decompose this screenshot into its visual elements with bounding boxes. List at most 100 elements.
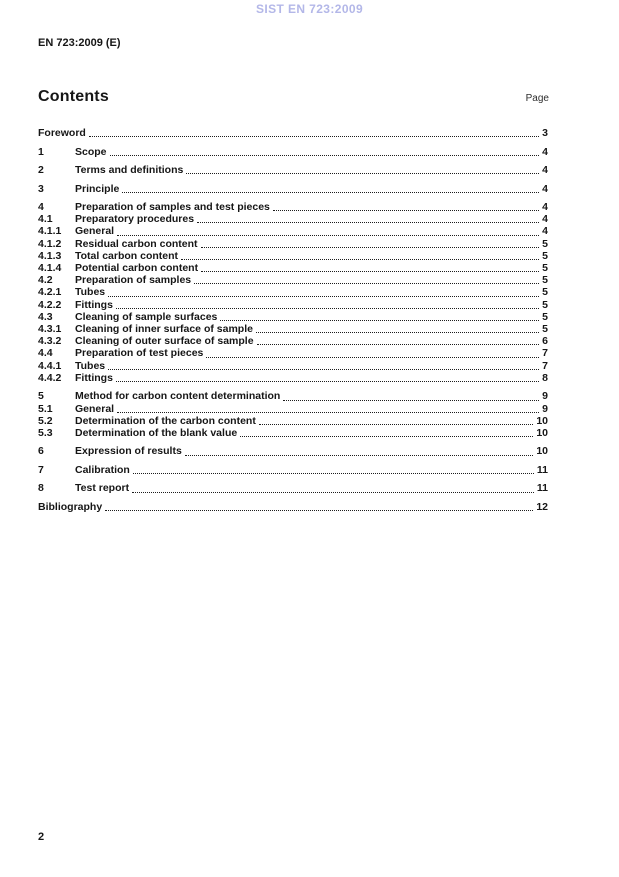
toc-entry-number: 4 <box>38 201 44 213</box>
toc-leader-dots <box>200 246 540 248</box>
toc-row: 4.3.2 Cleaning of outer surface of sample… <box>38 335 548 347</box>
toc-leader-dots <box>117 411 540 413</box>
toc-entry-number: 4.4.2 <box>38 371 62 384</box>
toc-row: 5 Method for carbon content determination… <box>38 390 548 402</box>
toc-entry-number: 4.2.2 <box>38 298 62 311</box>
toc-row: 5.2 Determination of the carbon content 10 <box>38 415 548 427</box>
toc-row: 4.4.2 Fittings 8 <box>38 372 548 384</box>
toc-entry-page: 4 <box>542 225 548 238</box>
toc-entry-page: 3 <box>542 127 548 139</box>
toc-entry-page: 10 <box>536 426 548 439</box>
toc-entry-page: 5 <box>542 323 548 336</box>
toc-leader-dots <box>240 436 534 438</box>
toc-leader-dots <box>194 283 540 285</box>
toc-row: 4.1.1 General 4 <box>38 225 548 237</box>
toc-row: 4.3.1 Cleaning of inner surface of sample… <box>38 323 548 335</box>
toc-leader-dots <box>122 191 540 193</box>
toc-entry-title: Foreword <box>38 127 86 139</box>
toc-row: 4.4.1 Tubes 7 <box>38 360 548 372</box>
toc-entry-page: 11 <box>536 482 548 495</box>
page-column-label: Page <box>525 93 549 104</box>
toc-entry-title: Preparation of test pieces <box>75 347 204 360</box>
toc-row: 4.1.2 Residual carbon content 5 <box>38 238 548 250</box>
toc-entry-page: 4 <box>542 201 548 213</box>
toc-entry-title: Cleaning of sample surfaces <box>75 310 218 323</box>
contents-title: Contents <box>38 88 109 105</box>
toc-leader-dots <box>283 399 540 401</box>
toc-entry-number: 4.4 <box>38 347 53 360</box>
toc-leader-dots <box>115 307 540 309</box>
toc-row: 5.1 General 9 <box>38 403 548 415</box>
toc-leader-dots <box>132 473 534 475</box>
toc-entry-page: 5 <box>542 262 548 275</box>
page-number-footer: 2 <box>38 831 45 843</box>
toc-entry-title: Preparatory procedures <box>75 213 195 226</box>
toc-entry-number: 4.1.3 <box>38 249 62 262</box>
toc-leader-dots <box>181 259 540 261</box>
toc-entry-title: Method for carbon content determination <box>75 390 281 403</box>
toc-leader-dots <box>117 234 540 236</box>
toc-entry-page: 5 <box>542 310 548 323</box>
toc-entry-title: Fittings <box>75 298 113 311</box>
toc-entry-page: 4 <box>542 182 548 195</box>
toc-row: 8 Test report 11 <box>38 482 548 494</box>
toc-row: 7 Calibration 11 <box>38 464 548 476</box>
toc-entry-number: 4.3.2 <box>38 335 62 348</box>
toc-leader-dots <box>206 356 540 358</box>
toc-entry-page: 8 <box>542 371 548 384</box>
toc-row: Foreword 3 <box>38 127 548 139</box>
toc-entry-title: Fittings <box>75 371 113 384</box>
toc-entry-page: 9 <box>542 390 548 403</box>
toc-entry-page: 11 <box>536 463 548 476</box>
toc-entry-title: Cleaning of outer surface of sample <box>75 335 254 348</box>
toc-row: 3 Principle 4 <box>38 183 548 195</box>
toc-entry-title: Tubes <box>75 286 106 299</box>
toc-entry-title: General <box>75 225 115 238</box>
toc-leader-dots <box>105 510 534 512</box>
toc-entry-title: Calibration <box>75 463 130 476</box>
toc-entry-title: Cleaning of inner surface of sample <box>75 323 253 336</box>
toc-entry-title: Determination of the carbon content <box>75 414 256 427</box>
toc-leader-dots <box>197 222 540 224</box>
toc-entry-title: Residual carbon content <box>75 237 198 250</box>
toc-entry-number: 2 <box>38 164 44 176</box>
toc-leader-dots <box>108 295 540 297</box>
toc-entry-number: 4.3.1 <box>38 323 62 336</box>
toc-row: Bibliography 12 <box>38 501 548 513</box>
toc-leader-dots <box>201 271 540 273</box>
toc-entry-page: 5 <box>542 286 548 299</box>
toc-entry-number: 3 <box>38 182 44 195</box>
toc-entry-page: 5 <box>542 274 548 287</box>
contents-header: Contents Page <box>38 88 549 106</box>
toc-row: 4.3 Cleaning of sample surfaces 5 <box>38 311 548 323</box>
toc-entry-page: 10 <box>536 414 548 427</box>
toc-leader-dots <box>132 491 534 493</box>
toc-row: 4.1.3 Total carbon content 5 <box>38 250 548 262</box>
toc-entry-number: 4.3 <box>38 310 53 323</box>
toc-entry-title: Terms and definitions <box>75 164 184 176</box>
toc-entry-page: 4 <box>542 164 548 176</box>
toc-entry-page: 9 <box>542 402 548 415</box>
toc-leader-dots <box>108 368 540 370</box>
toc-entry-page: 5 <box>542 249 548 262</box>
toc-row: 4.1 Preparatory procedures 4 <box>38 213 548 225</box>
toc-list: Foreword 3 1 Scope 4 2 Terms and definitions 4 3… <box>38 127 548 513</box>
toc-row: 6 Expression of results 10 <box>38 445 548 457</box>
watermark-header: SIST EN 723:2009 <box>255 2 364 16</box>
toc-entry-number: 4.1.4 <box>38 262 62 275</box>
toc-row: 2 Terms and definitions 4 <box>38 164 548 176</box>
toc-row: 1 Scope 4 <box>38 146 548 158</box>
toc-leader-dots <box>109 154 540 156</box>
toc-row: 4.1.4 Potential carbon content 5 <box>38 262 548 274</box>
toc-entry-number: 4.4.1 <box>38 359 62 372</box>
toc-entry-page: 5 <box>542 298 548 311</box>
toc-leader-dots <box>256 344 540 346</box>
toc-leader-dots <box>272 210 540 212</box>
toc-entry-number: 4.1.2 <box>38 237 62 250</box>
toc-entry-number: 5.2 <box>38 414 53 427</box>
toc-entry-title: Total carbon content <box>75 249 179 262</box>
toc-entry-title: Potential carbon content <box>75 262 199 275</box>
toc-row: 4.2.1 Tubes 5 <box>38 286 548 298</box>
toc-entry-title: Scope <box>75 145 107 158</box>
